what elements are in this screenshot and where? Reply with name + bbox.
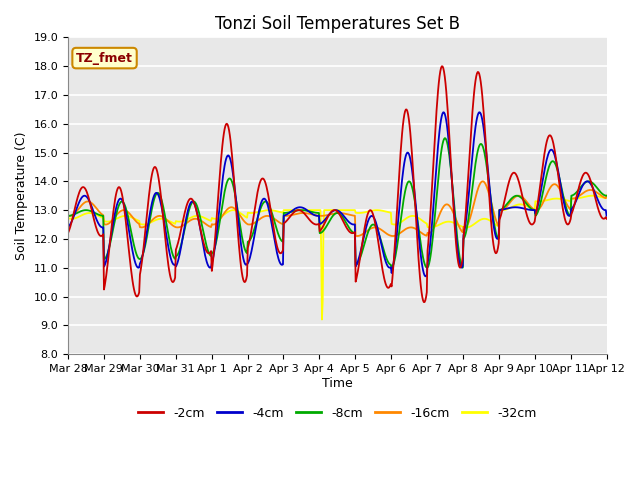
-16cm — [603, 193, 611, 199]
-16cm — [74, 207, 82, 213]
X-axis label: Time: Time — [322, 377, 353, 390]
-8cm — [603, 193, 611, 199]
-16cm — [479, 179, 487, 184]
-4cm — [184, 208, 192, 214]
-16cm — [184, 219, 192, 225]
Line: -32cm: -32cm — [68, 196, 607, 320]
-4cm — [403, 151, 410, 156]
-4cm — [74, 203, 82, 208]
-32cm — [403, 215, 411, 220]
-2cm — [64, 230, 72, 236]
-2cm — [403, 107, 410, 112]
Line: -8cm: -8cm — [68, 138, 607, 268]
-8cm — [74, 210, 82, 216]
-8cm — [212, 239, 220, 244]
-16cm — [353, 233, 361, 239]
-2cm — [438, 63, 445, 69]
-4cm — [422, 274, 429, 279]
Line: -2cm: -2cm — [68, 66, 607, 302]
-2cm — [419, 294, 426, 300]
-2cm — [74, 194, 82, 200]
-16cm — [64, 213, 72, 218]
Legend: -2cm, -4cm, -8cm, -16cm, -32cm: -2cm, -4cm, -8cm, -16cm, -32cm — [133, 402, 541, 424]
-4cm — [476, 109, 483, 115]
-2cm — [420, 299, 428, 305]
Text: TZ_fmet: TZ_fmet — [76, 51, 133, 65]
-32cm — [212, 216, 220, 222]
Title: Tonzi Soil Temperatures Set B: Tonzi Soil Temperatures Set B — [215, 15, 460, 33]
-8cm — [129, 239, 137, 245]
-2cm — [212, 219, 220, 225]
-4cm — [603, 213, 611, 219]
-2cm — [603, 216, 611, 222]
-4cm — [212, 233, 220, 239]
-8cm — [419, 251, 426, 256]
-2cm — [184, 199, 192, 205]
-16cm — [403, 225, 411, 231]
-8cm — [403, 182, 410, 188]
-32cm — [74, 215, 82, 220]
-8cm — [184, 212, 192, 217]
-32cm — [129, 215, 137, 221]
-2cm — [129, 282, 137, 288]
-32cm — [603, 193, 611, 199]
-4cm — [129, 252, 137, 257]
Line: -4cm: -4cm — [68, 112, 607, 276]
-32cm — [64, 216, 72, 221]
Y-axis label: Soil Temperature (C): Soil Temperature (C) — [15, 132, 28, 260]
Line: -16cm: -16cm — [68, 181, 607, 236]
-4cm — [64, 224, 72, 230]
-16cm — [212, 220, 220, 226]
-4cm — [419, 264, 426, 269]
-8cm — [64, 213, 72, 219]
-16cm — [419, 231, 427, 237]
-32cm — [184, 216, 192, 222]
-8cm — [441, 135, 449, 141]
-16cm — [129, 215, 137, 221]
-32cm — [318, 317, 326, 323]
-32cm — [419, 218, 427, 224]
-8cm — [459, 265, 467, 271]
